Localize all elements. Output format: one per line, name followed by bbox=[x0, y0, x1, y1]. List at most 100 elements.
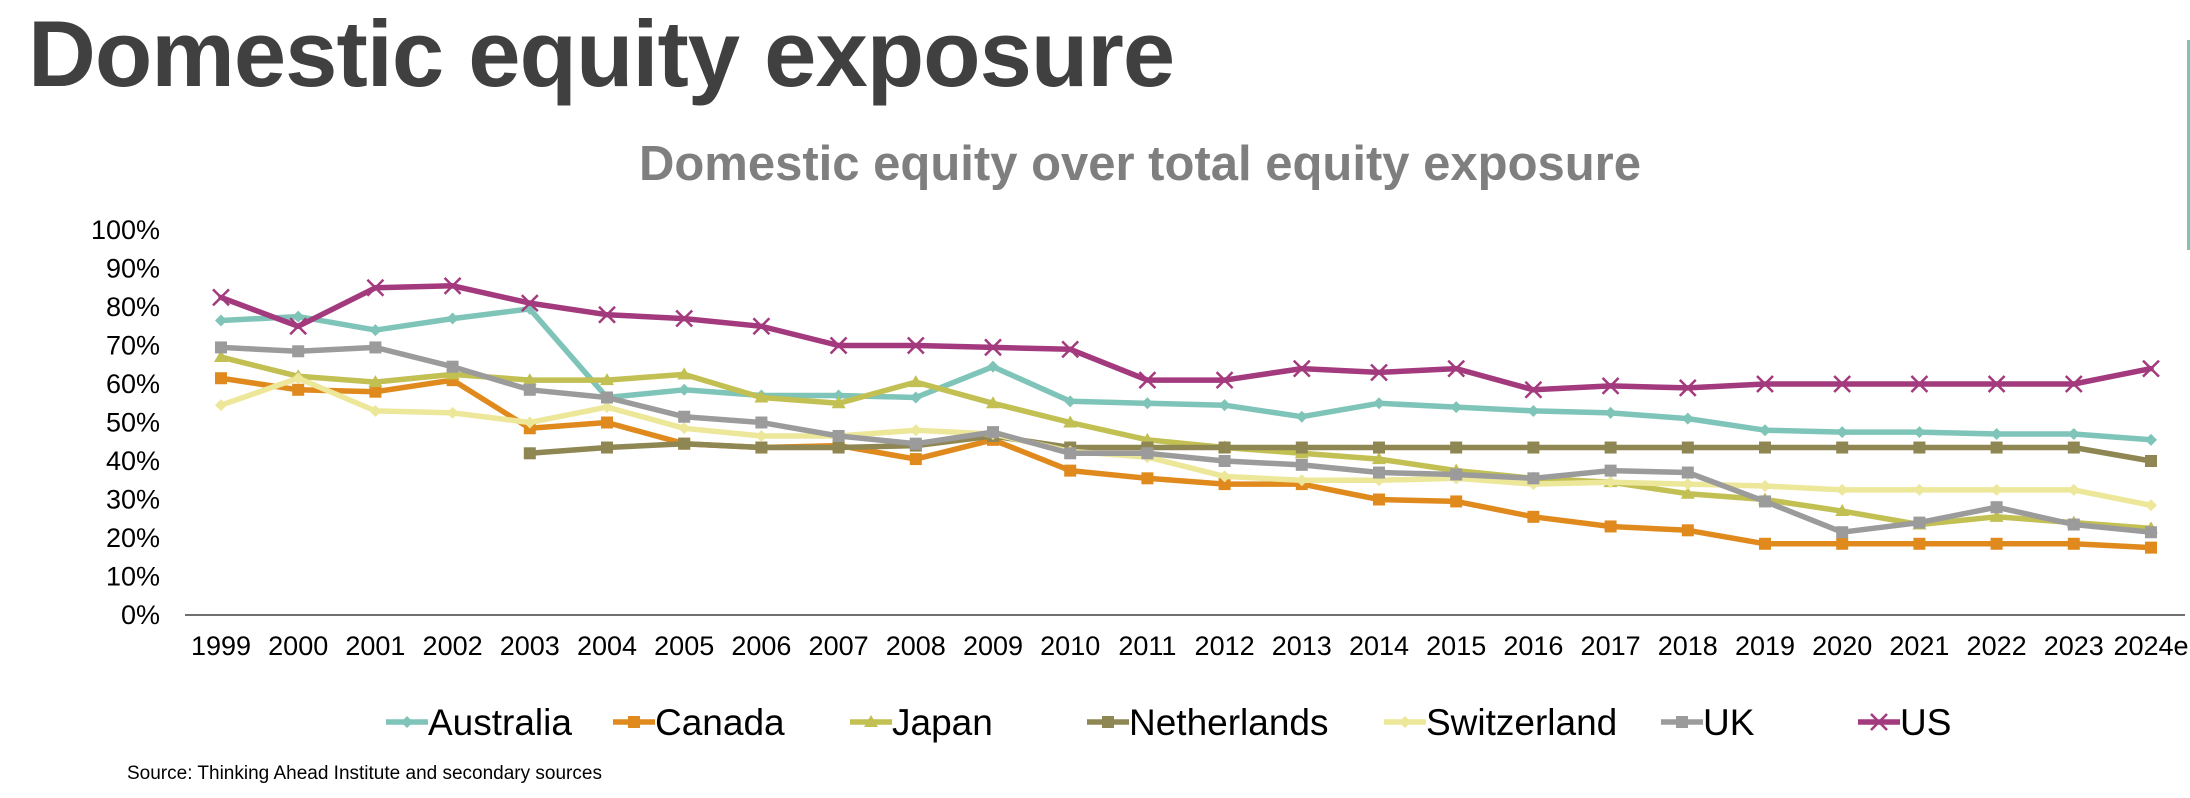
data-point bbox=[212, 288, 230, 307]
data-point bbox=[1756, 375, 1774, 393]
data-point bbox=[1835, 504, 1850, 517]
data-point bbox=[2067, 441, 2080, 454]
data-point bbox=[1215, 371, 1234, 390]
data-point bbox=[601, 391, 613, 404]
data-point bbox=[1527, 404, 1540, 417]
data-point bbox=[1604, 406, 1617, 419]
legend-label: Switzerland bbox=[1426, 702, 1617, 743]
data-point bbox=[1676, 716, 1688, 728]
data-point bbox=[1990, 428, 2003, 441]
data-point bbox=[2145, 433, 2157, 446]
data-point bbox=[1064, 447, 1077, 460]
data-point bbox=[1681, 412, 1694, 425]
y-tick-label: 70% bbox=[106, 331, 160, 361]
series-line bbox=[218, 344, 2154, 535]
data-point bbox=[1836, 426, 1849, 439]
data-point bbox=[675, 309, 694, 328]
x-tick-label: 2024e bbox=[2113, 631, 2188, 661]
data-point bbox=[1759, 441, 1771, 454]
data-point bbox=[1218, 455, 1231, 467]
series-uk bbox=[215, 341, 2157, 539]
data-point bbox=[1064, 395, 1077, 408]
data-point bbox=[292, 372, 305, 385]
data-point bbox=[1372, 452, 1386, 465]
y-tick-label: 90% bbox=[106, 254, 160, 284]
data-point bbox=[1870, 713, 1888, 731]
legend-item-canada: Canada bbox=[613, 702, 785, 743]
data-point bbox=[369, 341, 382, 354]
legend-label: Japan bbox=[892, 702, 993, 743]
data-point bbox=[1989, 509, 2004, 522]
data-point bbox=[215, 314, 227, 327]
data-point bbox=[2067, 428, 2080, 441]
y-axis-ticks: 0% 10% 20% 30% 40% 50% 60% 70% 80% 90% 100% bbox=[91, 215, 160, 630]
data-point bbox=[368, 375, 383, 388]
data-point bbox=[908, 375, 923, 388]
x-tick-label: 2017 bbox=[1581, 631, 1641, 661]
data-point bbox=[1450, 468, 1463, 481]
legend-label: UK bbox=[1703, 702, 1755, 743]
data-point bbox=[1913, 441, 1926, 454]
data-point bbox=[292, 310, 305, 323]
data-point bbox=[1141, 447, 1154, 460]
legend-label: Canada bbox=[655, 702, 785, 743]
data-point bbox=[2067, 537, 2080, 550]
data-point bbox=[1218, 470, 1231, 483]
legend-label: Netherlands bbox=[1129, 702, 1329, 743]
data-point bbox=[1370, 363, 1388, 382]
data-point bbox=[2067, 518, 2080, 531]
y-tick-label: 80% bbox=[106, 292, 160, 322]
y-tick-label: 60% bbox=[106, 369, 160, 399]
data-point bbox=[2064, 375, 2083, 393]
data-point bbox=[1450, 441, 1463, 454]
data-point bbox=[1295, 474, 1308, 487]
x-tick-label: 2012 bbox=[1195, 631, 1255, 661]
data-point bbox=[1759, 495, 1771, 508]
data-point bbox=[678, 383, 691, 396]
series-line bbox=[527, 433, 2154, 464]
data-point bbox=[369, 385, 382, 398]
data-point bbox=[214, 350, 228, 363]
legend-item-us: US bbox=[1858, 702, 1951, 743]
data-point bbox=[906, 336, 925, 355]
x-tick-label: 2022 bbox=[1967, 631, 2027, 661]
data-point bbox=[678, 422, 691, 435]
data-point bbox=[523, 447, 536, 460]
x-tick-label: 2011 bbox=[1118, 631, 1176, 661]
data-point bbox=[1064, 464, 1077, 477]
x-tick-label: 2004 bbox=[577, 631, 637, 661]
y-tick-label: 10% bbox=[106, 562, 160, 592]
y-tick-label: 40% bbox=[106, 446, 160, 476]
data-point bbox=[986, 396, 1000, 409]
data-point bbox=[1063, 415, 1078, 428]
data-point bbox=[1836, 526, 1849, 539]
data-point bbox=[755, 441, 768, 454]
series-line bbox=[218, 306, 2154, 443]
data-point bbox=[1450, 401, 1463, 414]
data-point bbox=[1836, 441, 1849, 454]
data-point bbox=[755, 416, 768, 429]
data-point bbox=[1295, 441, 1308, 454]
data-point bbox=[1604, 476, 1617, 489]
accent-bar bbox=[2187, 40, 2190, 250]
data-point bbox=[446, 406, 459, 419]
x-tick-label: 2021 bbox=[1889, 631, 1949, 661]
y-tick-label: 50% bbox=[106, 408, 160, 438]
data-point bbox=[292, 345, 305, 358]
y-tick-label: 100% bbox=[91, 215, 160, 245]
data-point bbox=[1604, 441, 1617, 454]
legend-item-netherlands: Netherlands bbox=[1087, 702, 1329, 743]
data-point bbox=[1295, 410, 1308, 423]
data-point bbox=[1061, 340, 1080, 359]
legend: Australia Canada Japan Netherlands Switzerla… bbox=[386, 702, 1951, 743]
legend-item-uk: UK bbox=[1661, 702, 1755, 743]
data-point bbox=[443, 276, 462, 295]
x-tick-label: 2008 bbox=[886, 631, 946, 661]
data-point bbox=[832, 389, 845, 402]
data-point bbox=[215, 372, 227, 385]
data-point bbox=[987, 426, 999, 439]
data-point bbox=[601, 416, 613, 429]
data-point bbox=[1450, 495, 1463, 508]
data-point bbox=[601, 441, 613, 454]
